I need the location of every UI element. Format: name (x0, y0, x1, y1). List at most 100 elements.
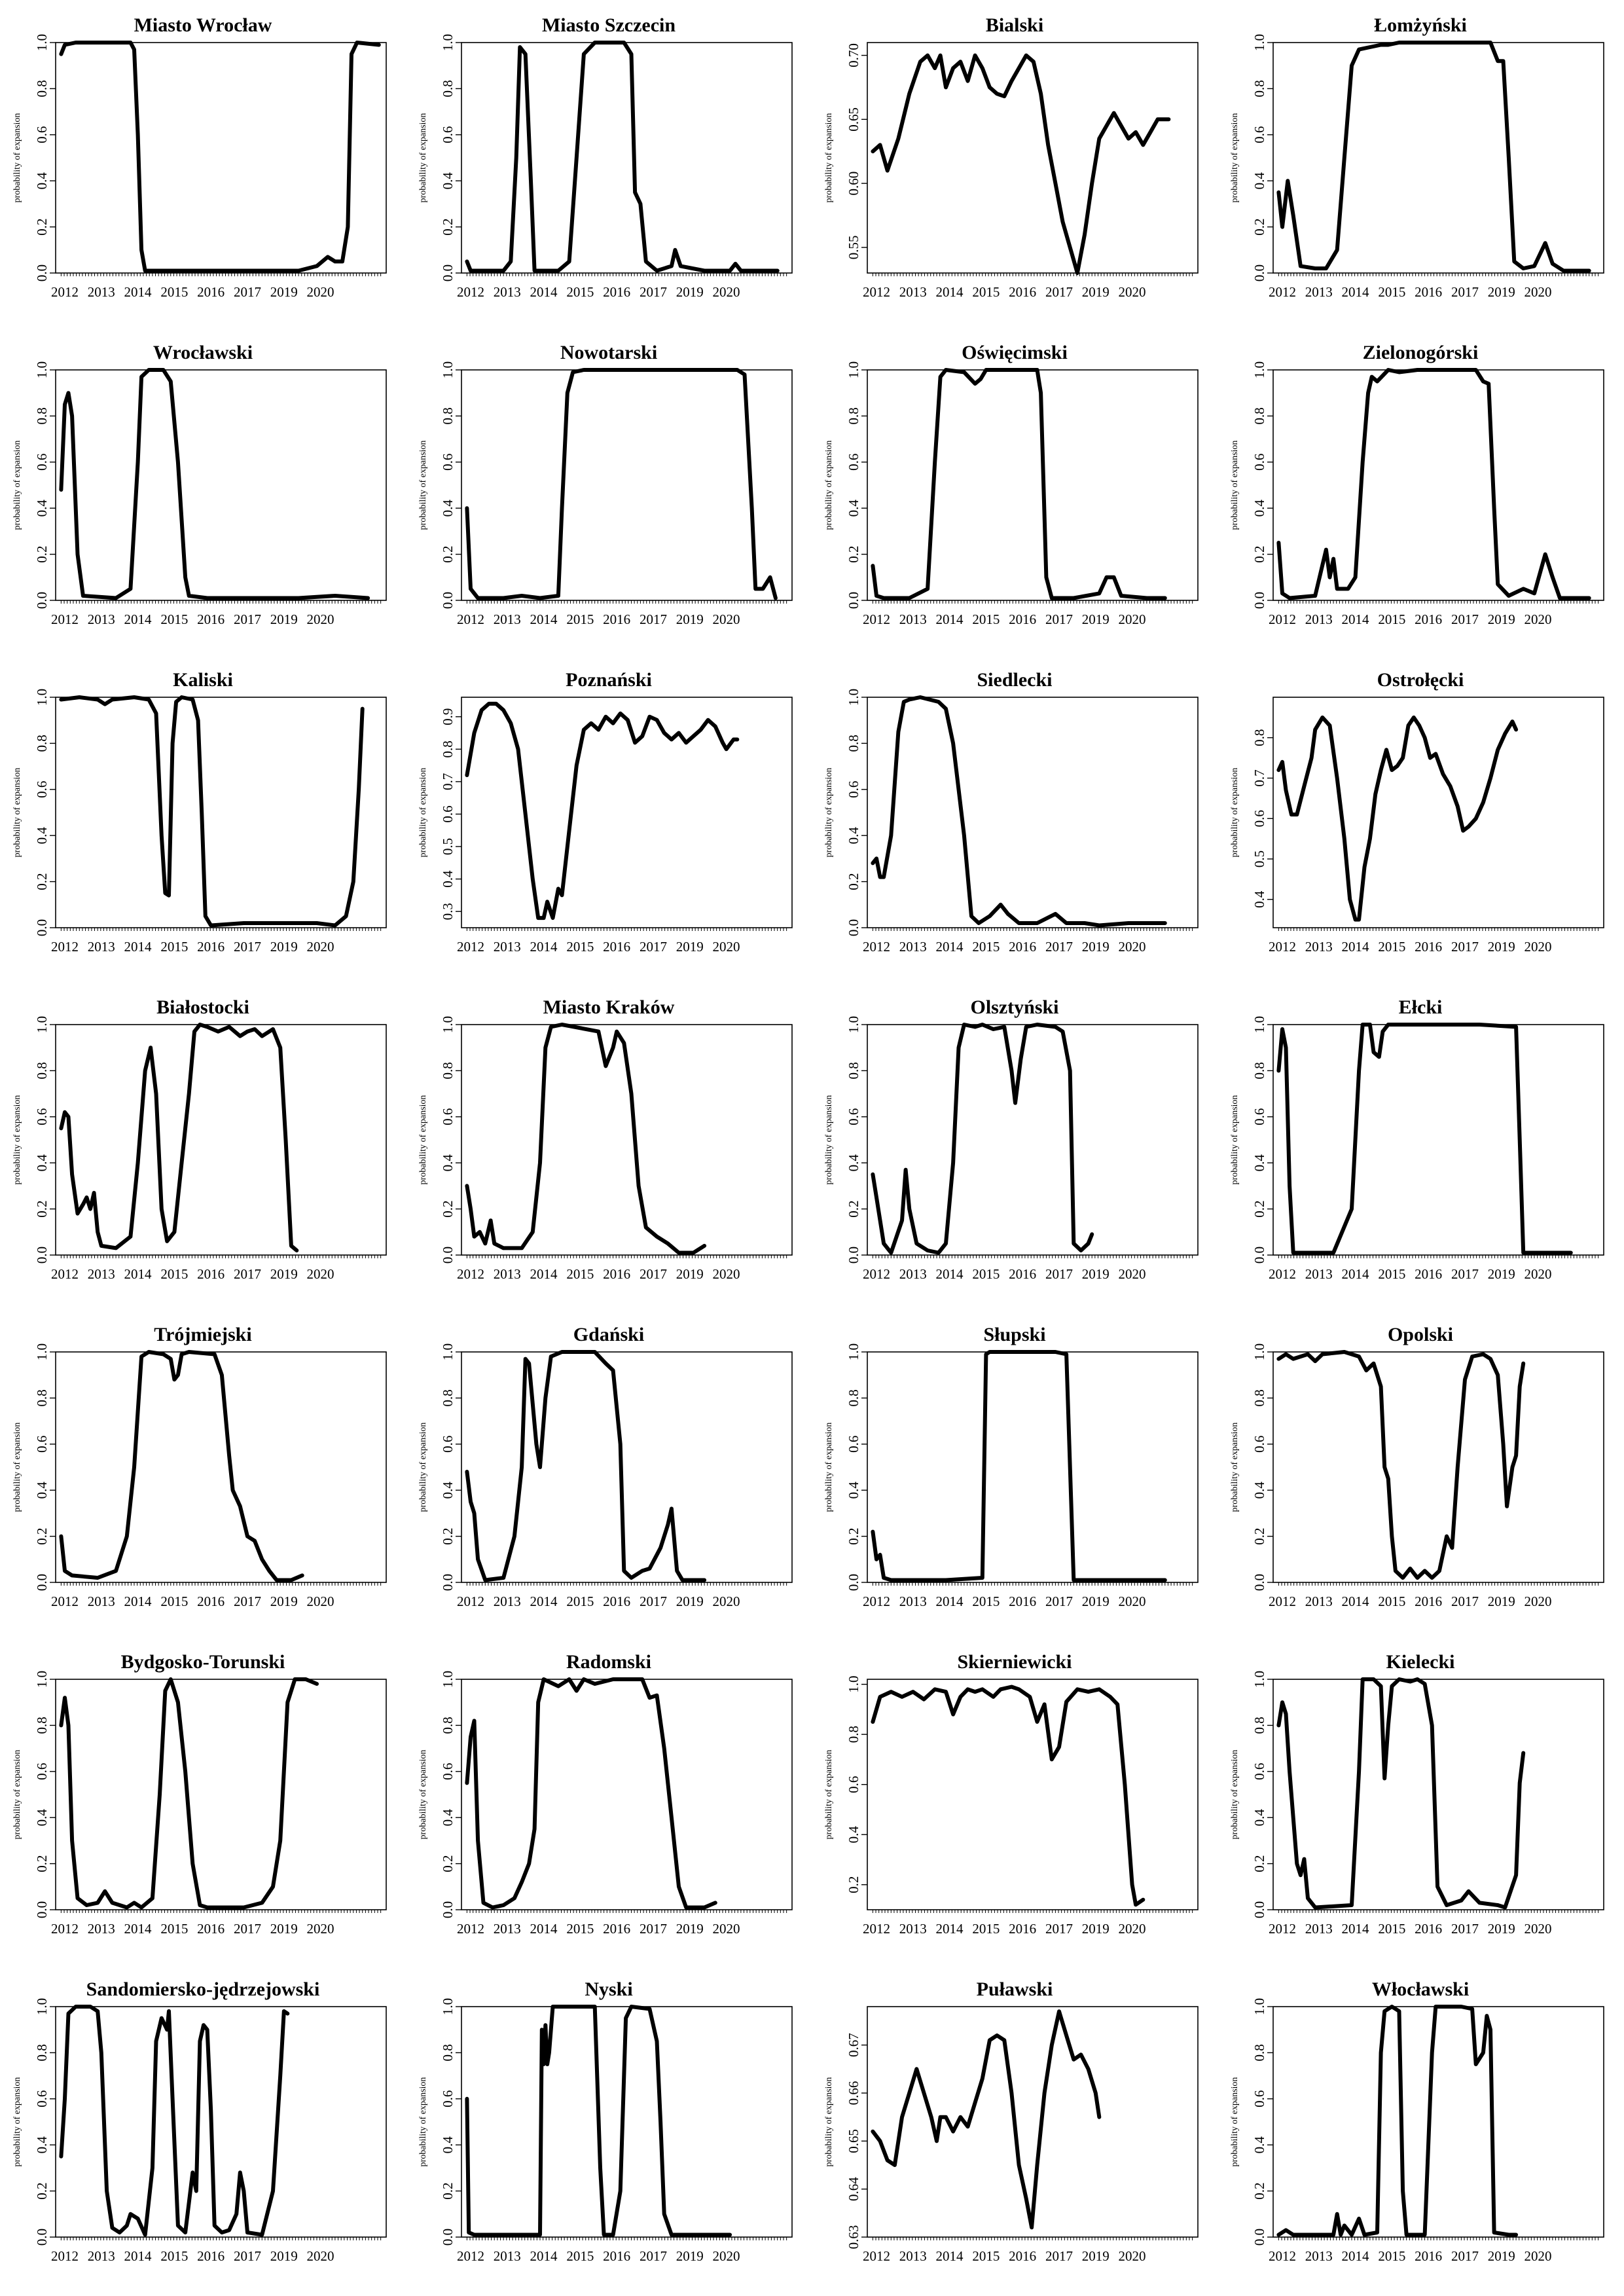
plot-frame (1272, 1351, 1604, 1583)
x-tick-label: 2017 (1451, 939, 1479, 955)
x-tick-label: 2020 (713, 611, 740, 627)
x-tick-label: 2020 (307, 939, 334, 955)
series-line (871, 1350, 1167, 1582)
x-tick-label: 2014 (1342, 284, 1370, 300)
chart-title: Skierniewicki (957, 1651, 1072, 1673)
x-tick-label: 2020 (1119, 1921, 1146, 1937)
x-tick-label: 2016 (603, 611, 630, 627)
chart-panel: Siedlecki 0.0 0.2 0.4 0.6 0.8 1.0 probability o… (812, 655, 1218, 982)
x-tick-label: 2017 (1045, 1266, 1073, 1282)
chart-svg: 0.0 0.2 0.4 0.6 0.8 1.0 probability of expansi… (12, 689, 387, 955)
y-tick-label: 0.8 (846, 1062, 861, 1079)
x-tick-label: 2014 (1342, 1594, 1370, 1609)
x-tick-label: 2013 (1305, 939, 1333, 955)
y-axis-label: probability of expansion (824, 1423, 834, 1512)
y-tick-label: 0.6 (440, 1108, 456, 1125)
y-axis-label: probability of expansion (824, 2077, 834, 2167)
y-tick-label: 0.2 (1252, 545, 1267, 562)
chart-svg: 0.0 0.2 0.4 0.6 0.8 1.0 probability of expansi… (12, 1998, 387, 2264)
y-tick-label: 0.4 (1252, 1154, 1267, 1172)
chart-svg: 0.0 0.2 0.4 0.6 0.8 1.0 probability of expansi… (824, 361, 1199, 627)
chart-svg: 0.0 0.2 0.4 0.6 0.8 1.0 probability of expansi… (12, 34, 387, 300)
y-tick-label: 1.0 (440, 1998, 456, 2015)
y-tick-label: 0.2 (440, 2182, 456, 2199)
x-tick-label: 2020 (1525, 1594, 1552, 1609)
y-tick-label: 1.0 (1252, 1343, 1267, 1360)
y-tick-label: 1.0 (1252, 34, 1267, 51)
plot-frame (867, 369, 1199, 601)
x-tick-label: 2016 (1415, 939, 1442, 955)
y-tick-label: 0.4 (34, 172, 50, 190)
x-tick-label: 2020 (307, 611, 334, 627)
y-tick-label: 0.8 (34, 407, 50, 424)
y-tick-label: 0.8 (1252, 80, 1267, 97)
y-tick-label: 1.0 (846, 689, 861, 706)
y-axis-label: probability of expansion (1230, 113, 1240, 203)
x-tick-label: 2014 (1342, 939, 1370, 955)
y-tick-label: 0.0 (34, 592, 50, 609)
chart-panel: Opolski 0.0 0.2 0.4 0.6 0.8 1.0 probability of … (1218, 1309, 1623, 1637)
chart-svg: 0.0 0.2 0.4 0.6 0.8 1.0 probability of expansi… (418, 1016, 793, 1282)
plot-frame (1272, 697, 1604, 928)
chart-title: Miasto Szczecin (541, 14, 676, 36)
y-axis-label: probability of expansion (12, 441, 22, 530)
y-tick-label: 0.8 (440, 2044, 456, 2061)
chart-svg: 0.63 0.64 0.65 0.66 0.67 probability of expan… (824, 2006, 1199, 2264)
plot-frame (461, 2006, 793, 2238)
y-tick-label: 0.2 (34, 1527, 50, 1544)
y-tick-label: 0.0 (34, 1247, 50, 1264)
x-tick-label: 2012 (457, 2248, 484, 2264)
y-tick-label: 0.4 (846, 1482, 861, 1499)
x-tick-label: 2013 (494, 1266, 521, 1282)
chart-title: Sandomiersko-jędrzejowski (86, 1978, 320, 2000)
y-tick-label: 0.4 (1252, 2136, 1267, 2154)
y-tick-label: 0.6 (846, 781, 861, 798)
x-tick-label: 2019 (270, 939, 298, 955)
x-tick-label: 2017 (1045, 939, 1073, 955)
x-tick-label: 2015 (1378, 1594, 1405, 1609)
x-tick-label: 2015 (160, 1921, 188, 1937)
plot-frame (867, 1679, 1199, 1910)
chart-panel: Nowotarski 0.0 0.2 0.4 0.6 0.8 1.0 probability … (406, 327, 812, 655)
chart-panel: Bialski 0.55 0.60 0.65 0.70 probability of ex… (812, 0, 1218, 327)
x-tick-label: 2017 (640, 284, 667, 300)
y-tick-label: 0.8 (34, 2044, 50, 2061)
y-tick-label: 0.0 (440, 1901, 456, 1918)
x-tick-label: 2012 (863, 284, 890, 300)
x-tick-label: 2012 (457, 1266, 484, 1282)
x-tick-label: 2016 (1009, 1594, 1036, 1609)
y-tick-label: 0.8 (846, 1726, 861, 1743)
x-tick-label: 2013 (1305, 1594, 1333, 1609)
x-tick-label: 2012 (457, 939, 484, 955)
x-tick-label: 2012 (863, 1921, 890, 1937)
chart-title: Kaliski (173, 669, 233, 691)
y-tick-label: 0.2 (440, 545, 456, 562)
y-tick-label: 0.4 (440, 870, 456, 888)
chart-svg: 0.4 0.5 0.6 0.7 0.8 probability of expansion 2… (1230, 697, 1604, 955)
x-tick-label: 2019 (1488, 611, 1515, 627)
chart-title: Bialski (985, 14, 1044, 36)
x-tick-label: 2014 (124, 1921, 153, 1937)
x-tick-label: 2019 (270, 611, 298, 627)
y-tick-label: 1.0 (34, 1343, 50, 1360)
chart-panel: Olsztyński 0.0 0.2 0.4 0.6 0.8 1.0 probability … (812, 982, 1218, 1309)
chart-panel: Białostocki 0.0 0.2 0.4 0.6 0.8 1.0 probability… (0, 982, 406, 1309)
x-tick-label: 2013 (494, 284, 521, 300)
x-tick-label: 2015 (160, 1594, 188, 1609)
x-tick-label: 2019 (270, 1594, 298, 1609)
x-tick-label: 2015 (160, 611, 188, 627)
y-tick-label: 0.4 (440, 2136, 456, 2154)
x-tick-label: 2014 (936, 2248, 964, 2264)
y-tick-label: 0.0 (1252, 592, 1267, 609)
y-tick-label: 0.0 (440, 1247, 456, 1264)
y-tick-label: 0.6 (34, 781, 50, 798)
chart-svg: 0.0 0.2 0.4 0.6 0.8 1.0 probability of expansi… (824, 689, 1199, 955)
x-tick-label: 2014 (1342, 1921, 1370, 1937)
y-tick-label: 0.2 (1252, 2182, 1267, 2199)
chart-svg: 0.0 0.2 0.4 0.6 0.8 1.0 probability of expansi… (1230, 1343, 1604, 1609)
y-tick-label: 0.6 (846, 1108, 861, 1125)
x-tick-label: 2019 (676, 2248, 704, 2264)
x-tick-label: 2019 (1082, 939, 1110, 955)
y-tick-label: 0.2 (1252, 1527, 1267, 1544)
x-tick-label: 2019 (1082, 284, 1110, 300)
